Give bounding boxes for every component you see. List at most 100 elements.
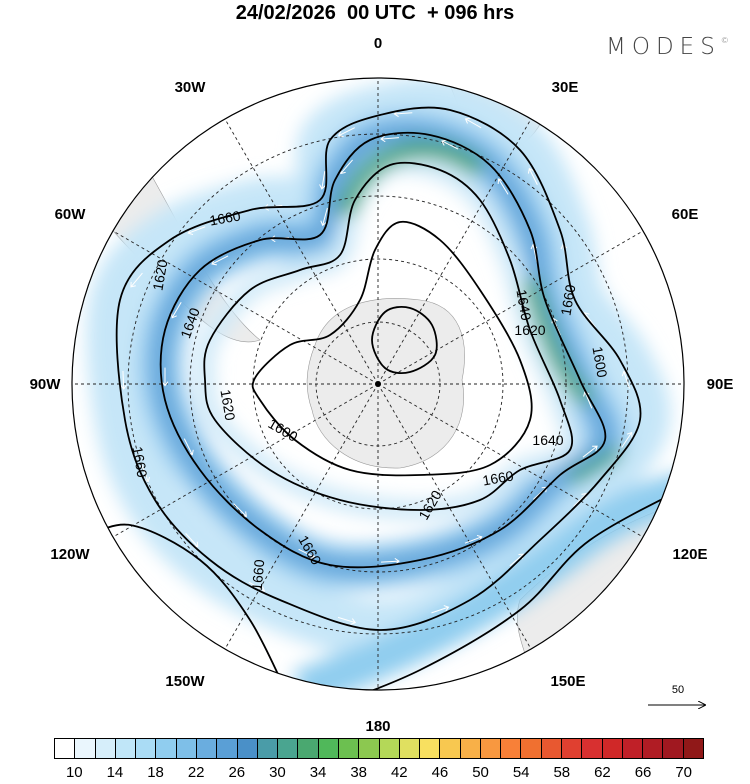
colorbar-tick-label: 70 (675, 764, 693, 781)
jet-max-green (567, 445, 624, 486)
wind-arrow (380, 135, 400, 143)
wind-arrow (130, 272, 143, 288)
colorbar-swatch (541, 739, 563, 758)
contour-label: 1660 (249, 559, 268, 592)
vector-scale-label: 50 (671, 684, 685, 696)
meridian-line (377, 383, 532, 650)
colorbar-tick-label: 38 (350, 764, 368, 781)
wind-arrow (441, 139, 459, 150)
colorbar-ticks: 10 14 18 22 26 30 34 38 42 46 50 54 58 62 66 70 (0, 764, 750, 784)
longitude-label: 180 (365, 718, 390, 735)
contour-label-text: 1620 (217, 388, 238, 422)
contour-label-text: 1660 (249, 559, 268, 592)
contour-label: 1620 (149, 258, 170, 292)
contour-label: 1660 (481, 467, 515, 488)
colorbar-swatch (115, 739, 137, 758)
colorbar-swatch (622, 739, 644, 758)
contour-label-text: 1640 (532, 432, 563, 448)
longitude-label: 0 (374, 35, 382, 52)
colorbar-swatch (562, 739, 583, 758)
contour-label-text: 1660 (481, 467, 515, 488)
contour-label-text: 1660 (557, 283, 578, 317)
wind-arrow (298, 548, 316, 559)
contour-1660-outer (79, 523, 291, 690)
wind-arrow (337, 127, 355, 138)
map-boundary (71, 77, 685, 691)
longitude-label: 90W (30, 376, 62, 393)
contour-label-text: 1620 (514, 322, 545, 338)
colorbar-tick-label: 54 (512, 764, 530, 781)
jet-max-green (522, 277, 595, 407)
logo-text: MODES (606, 34, 721, 60)
wind-arrow (320, 207, 328, 227)
colorbar-tick-label: 26 (228, 764, 246, 781)
contour-1580 (371, 306, 438, 374)
contour-label-text: 1640 (513, 288, 534, 322)
colorbar-tick-label: 42 (390, 764, 408, 781)
colorbar-tick-label: 46 (431, 764, 449, 781)
wind-vectors (120, 110, 633, 625)
contour-1620 (203, 161, 574, 511)
jet-max-green (336, 140, 486, 218)
colorbar-swatch (156, 739, 177, 758)
south-pole-marker (375, 381, 381, 387)
contour-label: 1660 (208, 207, 242, 228)
contour-1660-outer (319, 479, 684, 690)
contour-1640 (159, 131, 607, 569)
contour-label-text: 1660 (129, 445, 150, 479)
colorbar-tick-label: 18 (147, 764, 164, 781)
wind-arrow (464, 117, 482, 129)
contour-label: 1640 (532, 432, 563, 448)
colorbar-swatch (420, 739, 441, 758)
meridian-line (377, 230, 644, 385)
meridian-line (112, 230, 379, 385)
wind-band (292, 470, 684, 690)
colorbar-swatch (237, 739, 258, 758)
wind-arrow (573, 493, 587, 507)
map-title: 24/02/2026 00 UTC + 096 hrs (235, 2, 515, 24)
colorbar-tick-label: 50 (472, 764, 489, 781)
contour-label: 1620 (217, 388, 238, 422)
colorbar-swatch (460, 739, 481, 758)
colorbar-tick-label: 66 (634, 764, 652, 781)
longitude-labels: 0 30E 60E 90E 120E 150E 180 150W 120W 90W 60W 30W (30, 35, 734, 735)
longitude-label: 30E (552, 79, 579, 96)
contour-label: 1600 (589, 345, 610, 379)
colorbar-swatch (338, 739, 360, 758)
colorbar-swatch (176, 739, 197, 758)
meridian-line (112, 383, 379, 538)
longitude-label: 30W (175, 79, 207, 96)
colorbar-swatch (663, 739, 684, 758)
colorbar-swatch (440, 739, 461, 758)
colorbar-swatch (602, 739, 623, 758)
longitude-label: 120W (50, 546, 90, 563)
meridian-line (224, 118, 379, 385)
longitude-label: 150E (550, 673, 585, 690)
longitude-label: 60E (672, 206, 699, 223)
contour-label-text: 1620 (149, 258, 170, 292)
colorbar-swatch (582, 739, 603, 758)
colorbar-swatch (501, 739, 522, 758)
colorbar (54, 738, 704, 759)
colorbar-swatch (55, 739, 76, 758)
colorbar-swatch (359, 739, 380, 758)
colorbar-swatch (643, 739, 664, 758)
wind-arrow (120, 370, 127, 390)
colorbar-swatch (196, 739, 218, 758)
colorbar-swatch (683, 739, 703, 758)
longitude-label: 90E (707, 376, 734, 393)
wind-arrow (187, 226, 206, 236)
wind-arrow (464, 534, 483, 544)
colorbar-swatch (257, 739, 279, 758)
colorbar-swatch (298, 739, 319, 758)
colorbar-swatch (399, 739, 421, 758)
colorbar-swatch (136, 739, 157, 758)
colorbar-tick-label: 22 (187, 764, 205, 781)
contour-1660 (115, 106, 642, 631)
meridian-line (377, 383, 644, 538)
colorbar-swatch (318, 739, 339, 758)
contour-label-text: 1600 (589, 345, 610, 379)
contour-label: 1660 (129, 445, 150, 479)
meridian-line (377, 118, 532, 385)
